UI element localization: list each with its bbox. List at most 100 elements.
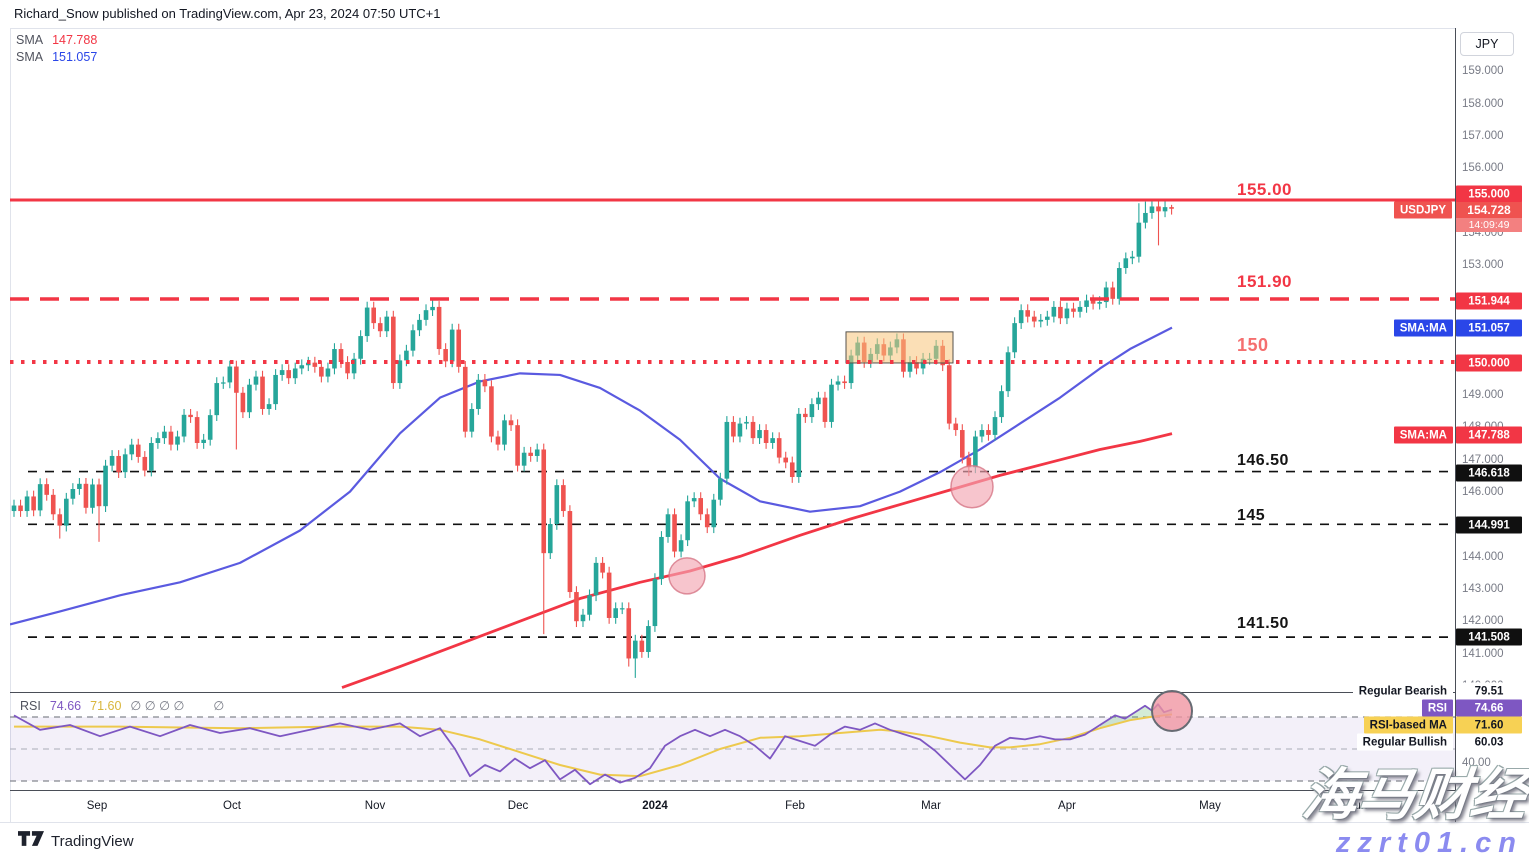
candle-body <box>606 572 612 618</box>
candle-body <box>619 608 625 610</box>
candle-body <box>973 436 978 468</box>
candle-body <box>495 436 501 445</box>
price-level-pill: 141.508 <box>1456 628 1522 646</box>
rsi-value-pill: 79.51 <box>1456 682 1522 700</box>
candle-body <box>449 329 455 362</box>
bottom-separator <box>0 822 1529 823</box>
candle-body <box>155 438 161 443</box>
candle-body <box>358 336 363 359</box>
candle-body <box>711 499 717 528</box>
candle-body <box>456 329 462 367</box>
candle-body <box>999 391 1004 418</box>
consolidation-box[interactable] <box>845 331 954 364</box>
candle-body <box>286 370 291 379</box>
candle-body <box>986 430 991 435</box>
sma2-value: 151.057 <box>52 50 98 64</box>
main-chart-pane[interactable] <box>10 28 1455 692</box>
candle-body <box>724 421 730 479</box>
indicator-tag: SMA:MA <box>1393 319 1453 337</box>
candle-body <box>718 478 723 500</box>
candle-body <box>633 640 638 659</box>
candle-body <box>194 417 200 443</box>
tradingview-brand[interactable]: TradingView <box>51 832 134 850</box>
rsi-empty-params: ∅ ∅ ∅ ∅ <box>130 699 185 713</box>
candle-body <box>1012 323 1017 353</box>
candle-body <box>685 501 690 541</box>
indicator-tag: SMA:MA <box>1393 426 1453 444</box>
candle-body <box>462 366 468 432</box>
sma-slow-line <box>341 432 1173 689</box>
candle-body <box>1123 258 1129 269</box>
candle-body <box>907 362 913 372</box>
rsi-ma-line <box>14 713 1173 778</box>
candle-body <box>809 404 815 418</box>
candle-body <box>521 452 527 466</box>
candle-body <box>613 608 618 618</box>
price-level-pill: 155.000 <box>1456 185 1522 203</box>
candle-body <box>469 408 475 432</box>
candle-body <box>116 455 121 473</box>
candle-body <box>541 449 547 554</box>
candle-body <box>18 505 23 512</box>
watermark-url: zzrt01.cn <box>1335 827 1523 857</box>
candle-body <box>83 483 89 508</box>
candle-body <box>207 415 213 440</box>
candle-body <box>567 511 573 593</box>
candle-body <box>57 514 63 526</box>
candle-body <box>253 376 259 385</box>
frame-left <box>10 28 11 822</box>
rsi-legend: RSI 74.66 71.60 ∅ ∅ ∅ ∅ ∅ <box>20 698 225 714</box>
candle-body <box>377 323 383 332</box>
rsi-value: 74.66 <box>49 698 82 713</box>
candle-body <box>737 423 743 437</box>
candle-body <box>234 366 239 393</box>
price-tick: 146.000 <box>1462 486 1504 498</box>
candle-body <box>626 608 632 659</box>
candle-body <box>266 404 272 409</box>
candle-body <box>783 457 789 463</box>
rsi-value-pill: 71.60 <box>1456 716 1522 734</box>
candle-body <box>534 449 540 456</box>
candle-body <box>299 365 305 369</box>
candle-body <box>829 384 834 422</box>
candle-body <box>70 489 76 499</box>
publisher-line: Richard_Snow published on TradingView.co… <box>14 6 441 21</box>
candle-body <box>776 438 782 458</box>
candle-body <box>1162 207 1168 212</box>
rsi-tag-rsi: RSI <box>1421 699 1453 717</box>
candle-body <box>397 360 403 384</box>
time-label-May: May <box>1199 800 1221 812</box>
price-level-pill: 151.057 <box>1456 319 1522 337</box>
candle-body <box>731 421 736 437</box>
candle-body <box>201 439 206 443</box>
candle-body <box>404 350 409 361</box>
rsi-pane[interactable] <box>10 690 1455 790</box>
candle-body <box>822 397 828 422</box>
rsi-empty-param: ∅ <box>213 699 225 713</box>
candle-body <box>247 384 252 413</box>
sma-legend: SMA 147.788 SMA 151.057 <box>16 32 97 66</box>
annotation-circle[interactable] <box>668 557 706 595</box>
candle-body <box>260 376 265 409</box>
rsi-ma-value: 71.60 <box>90 698 122 713</box>
price-tick: 159.000 <box>1462 65 1504 77</box>
candle-body <box>364 307 370 337</box>
tradingview-logo-icon[interactable] <box>18 830 44 852</box>
annotation-circle[interactable] <box>950 464 994 509</box>
level-label-151.90: 151.90 <box>1237 272 1292 291</box>
candle-body <box>103 465 108 507</box>
currency-button[interactable]: JPY <box>1460 32 1514 56</box>
level-label-150: 150 <box>1237 335 1269 355</box>
candle-body <box>659 536 664 580</box>
rsi-annotation-circle[interactable] <box>1151 690 1193 732</box>
time-label-Apr: Apr <box>1058 800 1076 812</box>
time-axis-separator <box>10 790 1455 791</box>
sma2-label: SMA <box>16 50 44 64</box>
candle-body <box>704 514 710 528</box>
candle-body <box>24 496 30 512</box>
candle-body <box>979 430 985 437</box>
candle-body <box>1090 300 1096 304</box>
candle-body <box>312 362 318 367</box>
candle-body <box>848 355 854 384</box>
candle-body <box>770 438 775 443</box>
